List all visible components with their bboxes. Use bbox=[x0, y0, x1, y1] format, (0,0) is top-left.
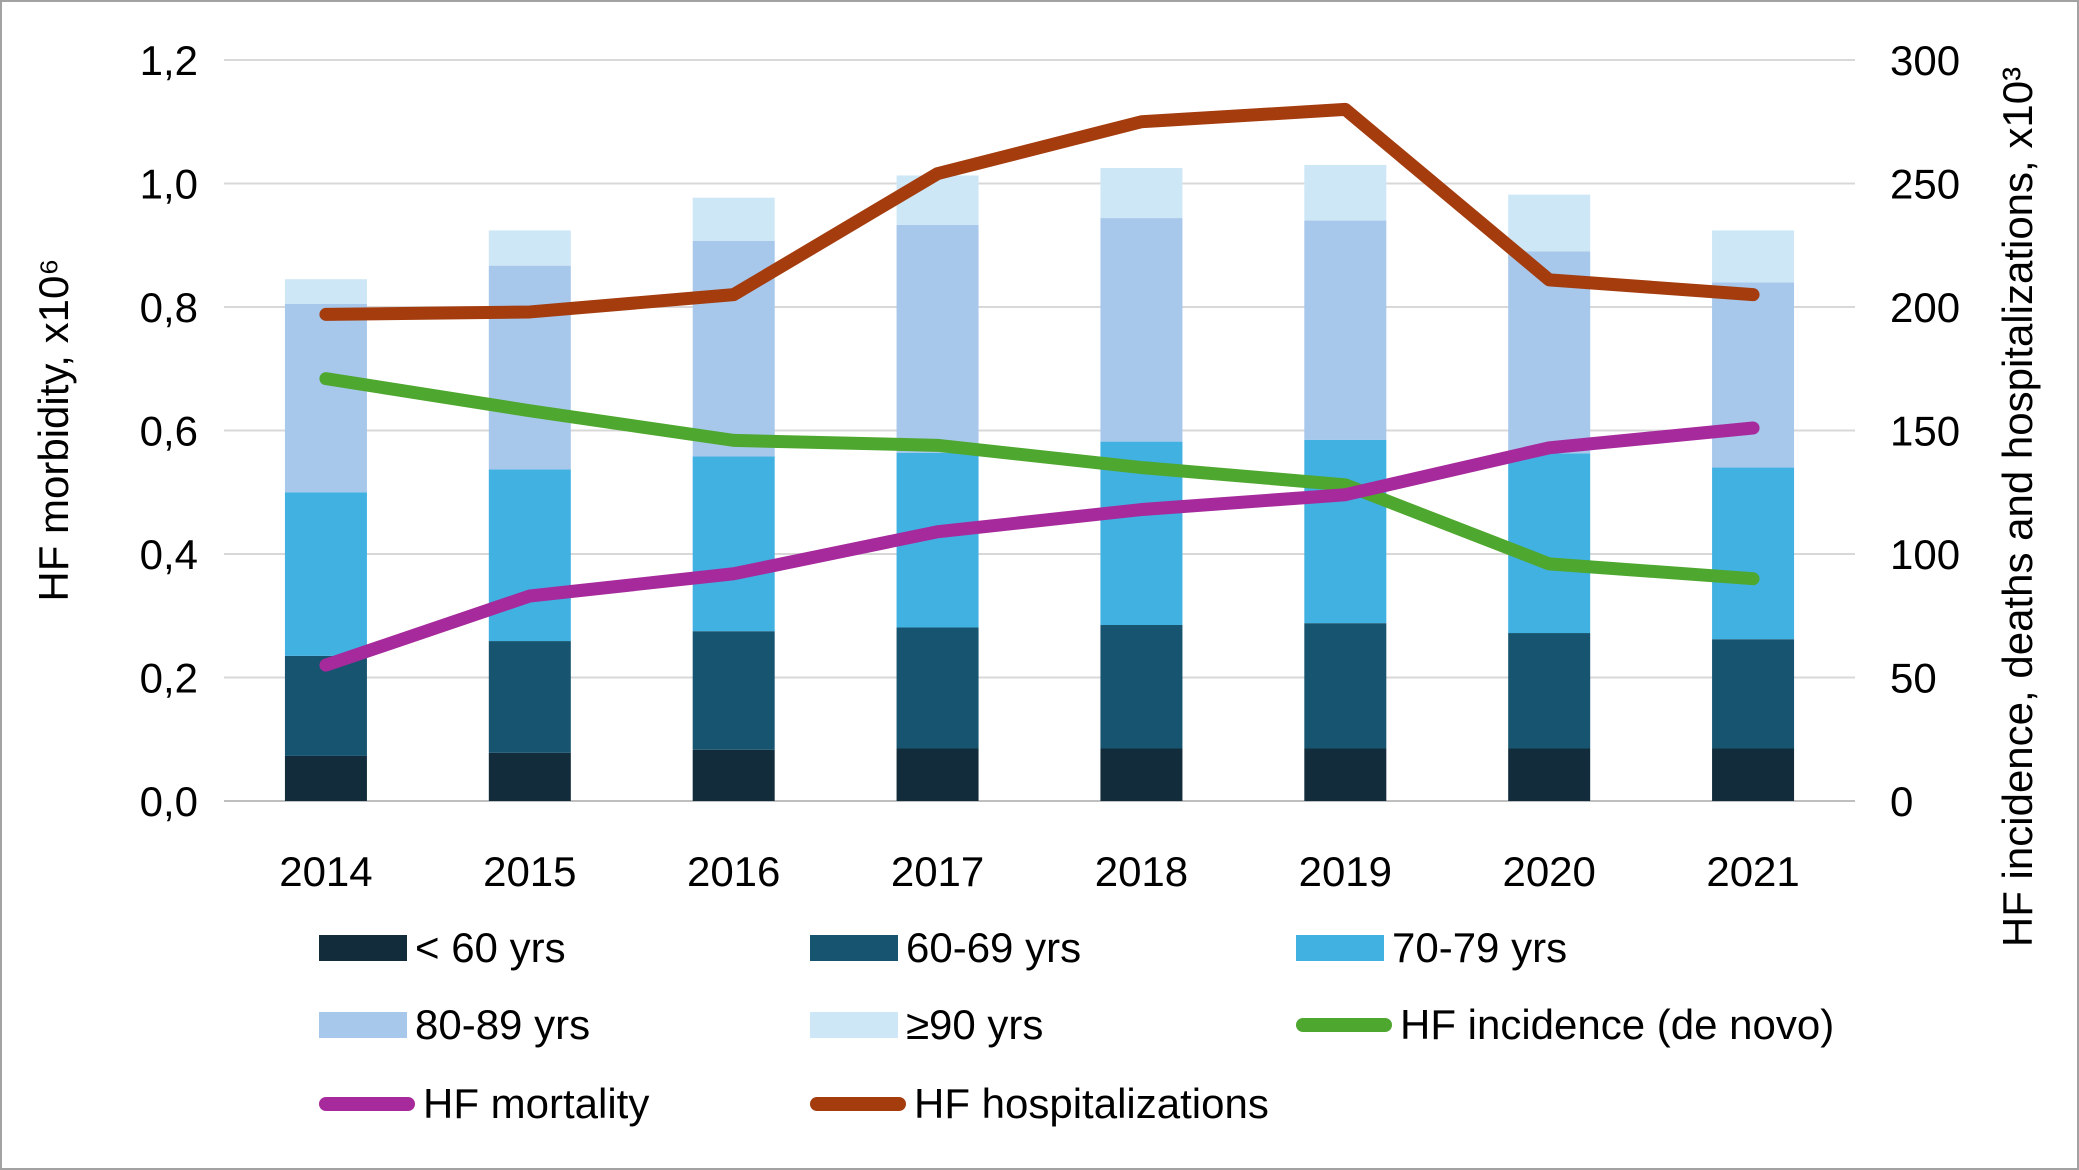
bar-segment-70-79-2014 bbox=[284, 492, 367, 656]
left-axis-tick-label: 1,0 bbox=[140, 161, 198, 208]
x-axis-label-2021: 2021 bbox=[1706, 848, 1799, 895]
x-axis-label-2015: 2015 bbox=[483, 848, 576, 895]
bar-segment-under-60-2018 bbox=[1100, 748, 1183, 801]
x-axis-label-2020: 2020 bbox=[1502, 848, 1595, 895]
legend-label-under-60: < 60 yrs bbox=[415, 924, 566, 971]
legend-label-90-plus: ≥90 yrs bbox=[906, 1001, 1044, 1048]
right-axis-tick-label: 300 bbox=[1890, 37, 1960, 84]
legend-item-under-60: < 60 yrs bbox=[319, 924, 566, 972]
bar-segment-under-60-2021 bbox=[1712, 748, 1795, 801]
x-axis-label-2019: 2019 bbox=[1299, 848, 1392, 895]
legend-label-mortality: HF mortality bbox=[423, 1080, 650, 1127]
right-axis-tick-label: 200 bbox=[1890, 284, 1960, 331]
bar-segment-70-79-2019 bbox=[1304, 439, 1387, 624]
left-axis-tick-label: 0,8 bbox=[140, 284, 198, 331]
bar-segment-80-89-2018 bbox=[1100, 218, 1183, 442]
left-axis-tick-label: 1,2 bbox=[140, 37, 198, 84]
legend-item-70-79: 70-79 yrs bbox=[1296, 924, 1567, 972]
legend-label-incidence: HF incidence (de novo) bbox=[1400, 1001, 1835, 1048]
legend-label-60-69: 60-69 yrs bbox=[906, 924, 1082, 971]
bar-segment-90-plus-2018 bbox=[1100, 168, 1183, 219]
legend-label-80-89: 80-89 yrs bbox=[415, 1001, 591, 1048]
bar-segment-80-89-2014 bbox=[284, 303, 367, 493]
bar-segment-70-79-2021 bbox=[1712, 467, 1795, 640]
legend-item-hospitalizations: HF hospitalizations bbox=[810, 1080, 1269, 1128]
bar-segment-60-69-2016 bbox=[692, 631, 775, 750]
legend-swatch-60-69 bbox=[810, 935, 898, 961]
right-axis-tick-label: 0 bbox=[1890, 778, 1913, 825]
right-axis-tick-label: 50 bbox=[1890, 655, 1937, 702]
line-mortality bbox=[319, 421, 1760, 672]
left-axis-tick-label: 0,6 bbox=[140, 408, 198, 455]
legend-swatch-90-plus bbox=[810, 1012, 898, 1038]
bar-segment-80-89-2017 bbox=[896, 224, 979, 453]
left-axis-tick-label: 0,0 bbox=[140, 778, 198, 825]
bar-segment-90-plus-2014 bbox=[284, 279, 367, 304]
legend-line-mortality bbox=[319, 1097, 415, 1111]
bar-segment-70-79-2015 bbox=[488, 469, 571, 642]
x-axis-label-2018: 2018 bbox=[1095, 848, 1188, 895]
bar-segment-80-89-2019 bbox=[1304, 220, 1387, 440]
bar-segment-60-69-2020 bbox=[1508, 633, 1591, 749]
x-axis-label-2017: 2017 bbox=[891, 848, 984, 895]
bar-segment-60-69-2015 bbox=[488, 641, 571, 753]
legend-label-70-79: 70-79 yrs bbox=[1392, 924, 1568, 971]
bar-segment-under-60-2020 bbox=[1508, 748, 1591, 801]
line-incidence bbox=[319, 372, 1760, 586]
legend-swatch-80-89 bbox=[319, 1012, 407, 1038]
bar-segment-70-79-2020 bbox=[1508, 453, 1591, 634]
bar-segment-80-89-2015 bbox=[488, 265, 571, 470]
legend-line-hospitalizations bbox=[810, 1097, 906, 1111]
bar-segment-under-60-2019 bbox=[1304, 748, 1387, 801]
x-axis-label-2014: 2014 bbox=[279, 848, 372, 895]
left-axis-tick-label: 0,2 bbox=[140, 655, 198, 702]
bar-segment-under-60-2016 bbox=[692, 749, 775, 801]
line-hospitalizations bbox=[319, 102, 1760, 321]
legend-item-mortality: HF mortality bbox=[319, 1080, 649, 1128]
left-axis-tick-label: 0,4 bbox=[140, 531, 198, 578]
bar-segment-60-69-2019 bbox=[1304, 623, 1387, 749]
bar-segment-under-60-2015 bbox=[488, 752, 571, 801]
bar-segment-60-69-2014 bbox=[284, 655, 367, 756]
right-axis-tick-label: 100 bbox=[1890, 531, 1960, 578]
bar-segment-70-79-2016 bbox=[692, 456, 775, 632]
legend-item-90-plus: ≥90 yrs bbox=[810, 1001, 1043, 1049]
bar-segment-90-plus-2020 bbox=[1508, 194, 1591, 252]
legend-swatch-under-60 bbox=[319, 935, 407, 961]
right-axis-tick-label: 150 bbox=[1890, 408, 1960, 455]
bar-segment-under-60-2017 bbox=[896, 748, 979, 801]
bar-segment-90-plus-2019 bbox=[1304, 164, 1387, 221]
bar-segment-60-69-2018 bbox=[1100, 625, 1183, 749]
legend-item-incidence: HF incidence (de novo) bbox=[1296, 1001, 1834, 1049]
bar-segment-90-plus-2016 bbox=[692, 197, 775, 241]
right-axis-tick-label: 250 bbox=[1890, 161, 1960, 208]
bar-segment-90-plus-2021 bbox=[1712, 230, 1795, 283]
x-axis-label-2016: 2016 bbox=[687, 848, 780, 895]
legend-swatch-70-79 bbox=[1296, 935, 1384, 961]
legend-line-incidence bbox=[1296, 1018, 1392, 1032]
bar-segment-60-69-2021 bbox=[1712, 639, 1795, 749]
bar-segment-90-plus-2015 bbox=[488, 230, 571, 266]
bar-segment-under-60-2014 bbox=[284, 755, 367, 801]
legend-label-hospitalizations: HF hospitalizations bbox=[914, 1080, 1269, 1127]
bar-segment-60-69-2017 bbox=[896, 627, 979, 749]
legend-item-80-89: 80-89 yrs bbox=[319, 1001, 590, 1049]
legend-item-60-69: 60-69 yrs bbox=[810, 924, 1081, 972]
